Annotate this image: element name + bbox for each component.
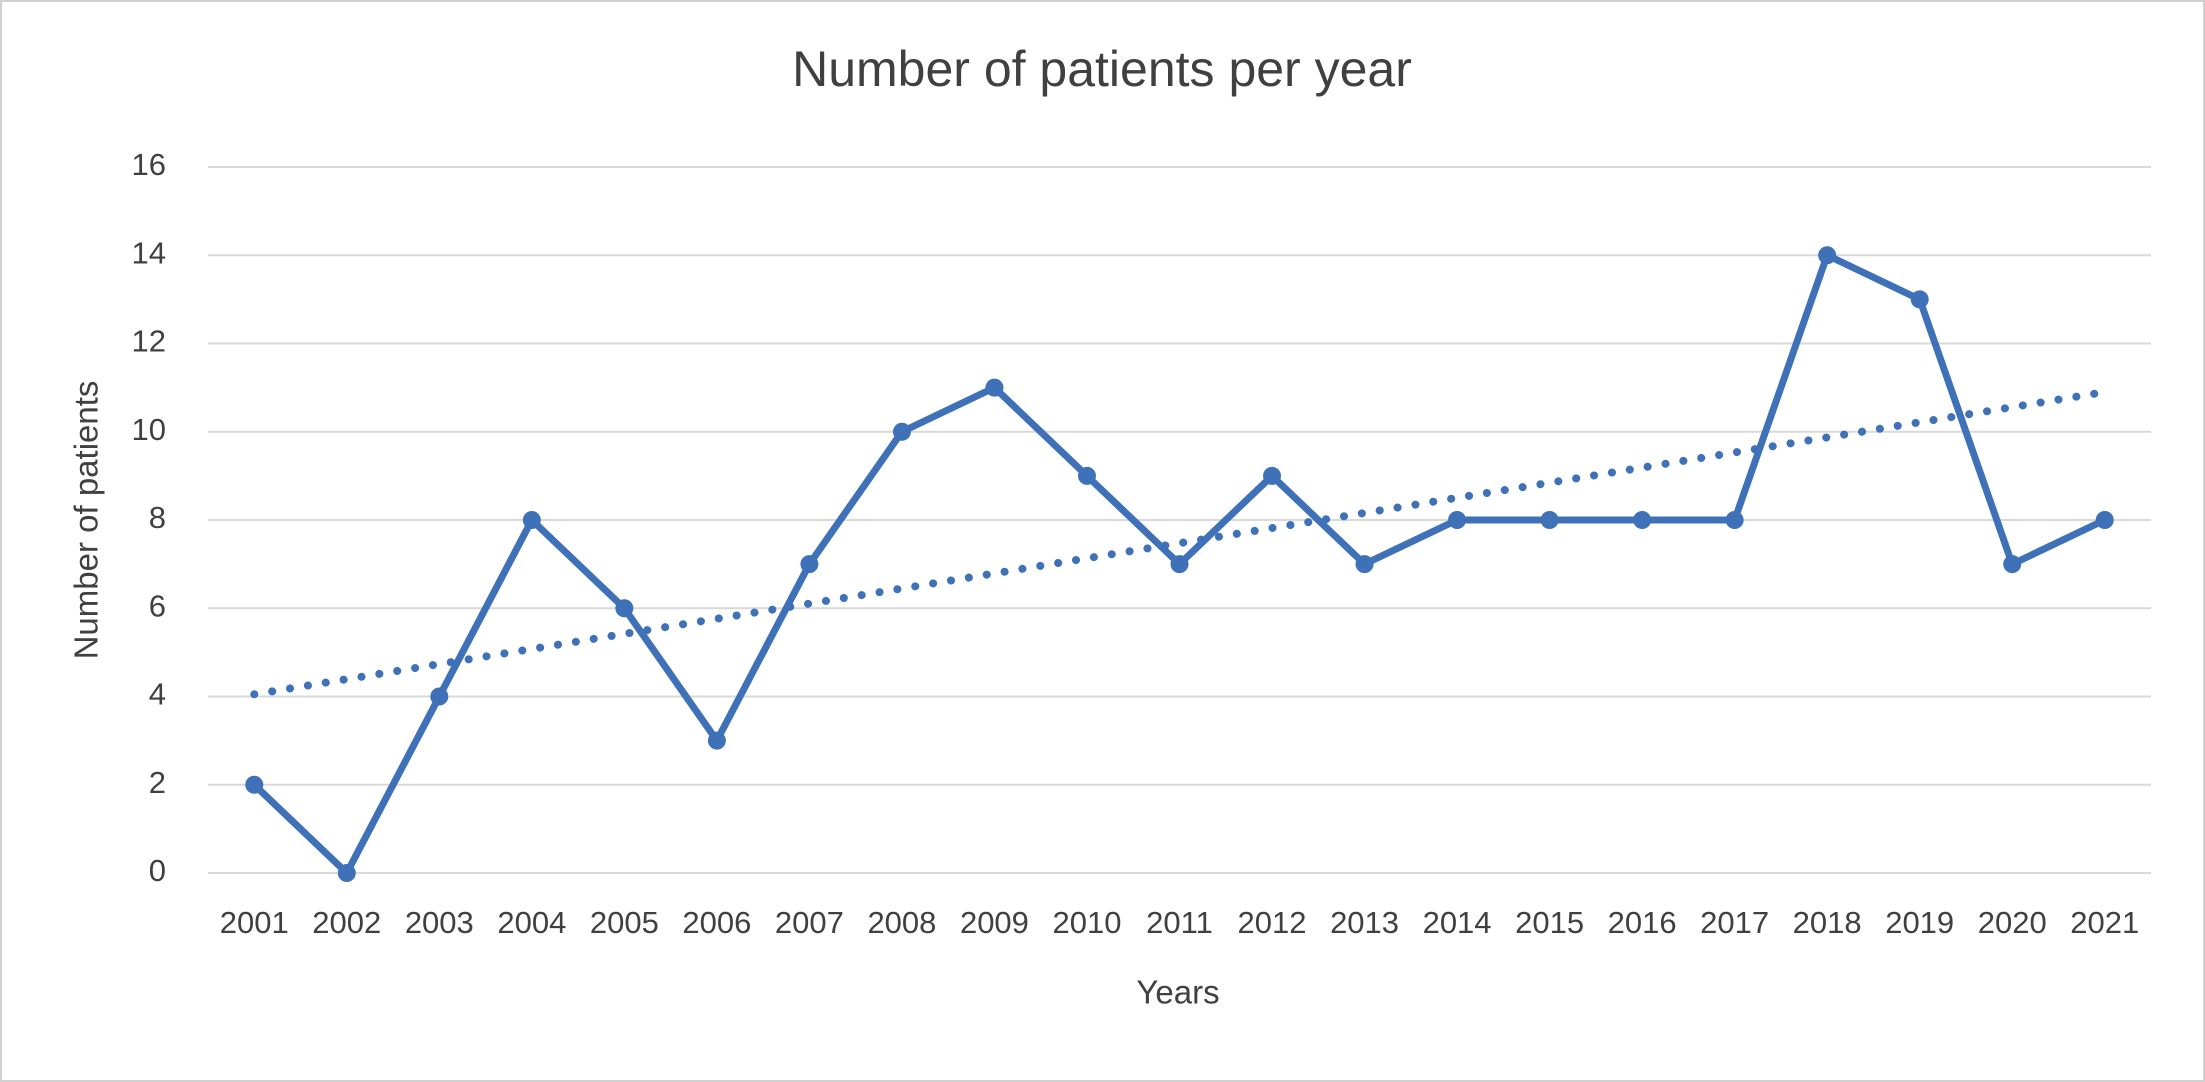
x-tick-label: 2015 bbox=[1515, 905, 1584, 940]
x-tick-label: 2017 bbox=[1700, 905, 1769, 940]
point bbox=[615, 599, 634, 618]
x-tick-label: 2007 bbox=[775, 905, 844, 940]
point bbox=[1170, 555, 1189, 574]
x-tick-label: 2002 bbox=[312, 905, 381, 940]
point bbox=[2095, 511, 2114, 529]
y-tick-label: 16 bbox=[132, 147, 166, 182]
x-tick-label: 2004 bbox=[497, 905, 566, 940]
point bbox=[1725, 511, 1744, 529]
point bbox=[1448, 511, 1467, 529]
point bbox=[1263, 466, 1282, 485]
x-tick-label: 2009 bbox=[960, 905, 1029, 940]
point bbox=[430, 687, 449, 706]
point bbox=[1540, 511, 1559, 529]
point bbox=[800, 555, 819, 574]
point bbox=[1077, 466, 1096, 485]
point bbox=[1910, 290, 1929, 309]
x-tick-label: 2019 bbox=[1885, 905, 1954, 940]
x-tick-label: 2014 bbox=[1423, 905, 1492, 940]
point bbox=[1633, 511, 1652, 529]
point bbox=[2003, 555, 2022, 574]
y-tick-label: 14 bbox=[132, 235, 166, 270]
x-tick-label: 2003 bbox=[405, 905, 474, 940]
x-tick-label: 2008 bbox=[867, 905, 936, 940]
point bbox=[892, 422, 911, 441]
x-tick-label: 2001 bbox=[220, 905, 289, 940]
x-tick-label: 2016 bbox=[1608, 905, 1677, 940]
point bbox=[1355, 555, 1374, 574]
y-tick-label: 4 bbox=[149, 677, 166, 712]
point bbox=[985, 378, 1004, 397]
x-tick-label: 2020 bbox=[1978, 905, 2047, 940]
point bbox=[245, 775, 264, 794]
x-axis-label: Years bbox=[1136, 974, 1219, 1011]
point bbox=[337, 864, 356, 882]
y-tick-label: 2 bbox=[149, 765, 166, 800]
y-tick-label: 0 bbox=[149, 853, 166, 888]
y-axis-label: Number of patients bbox=[68, 381, 105, 660]
x-tick-label: 2013 bbox=[1330, 905, 1399, 940]
x-tick-label: 2021 bbox=[2070, 905, 2139, 940]
y-tick-label: 6 bbox=[149, 588, 166, 623]
x-tick-label: 2010 bbox=[1052, 905, 1121, 940]
y-tick-label: 8 bbox=[149, 500, 166, 535]
x-tick-label: 2011 bbox=[1146, 905, 1213, 940]
x-tick-label: 2018 bbox=[1793, 905, 1862, 940]
point bbox=[1818, 246, 1837, 265]
x-tick-label: 2006 bbox=[682, 905, 751, 940]
point bbox=[522, 511, 541, 529]
point bbox=[707, 731, 726, 750]
chart-title: Number of patients per year bbox=[792, 41, 1412, 97]
y-tick-label: 12 bbox=[132, 324, 166, 359]
x-tick-label: 2005 bbox=[590, 905, 659, 940]
trendline bbox=[250, 388, 2109, 699]
x-tick-label: 2012 bbox=[1238, 905, 1307, 940]
y-tick-label: 10 bbox=[132, 412, 166, 447]
